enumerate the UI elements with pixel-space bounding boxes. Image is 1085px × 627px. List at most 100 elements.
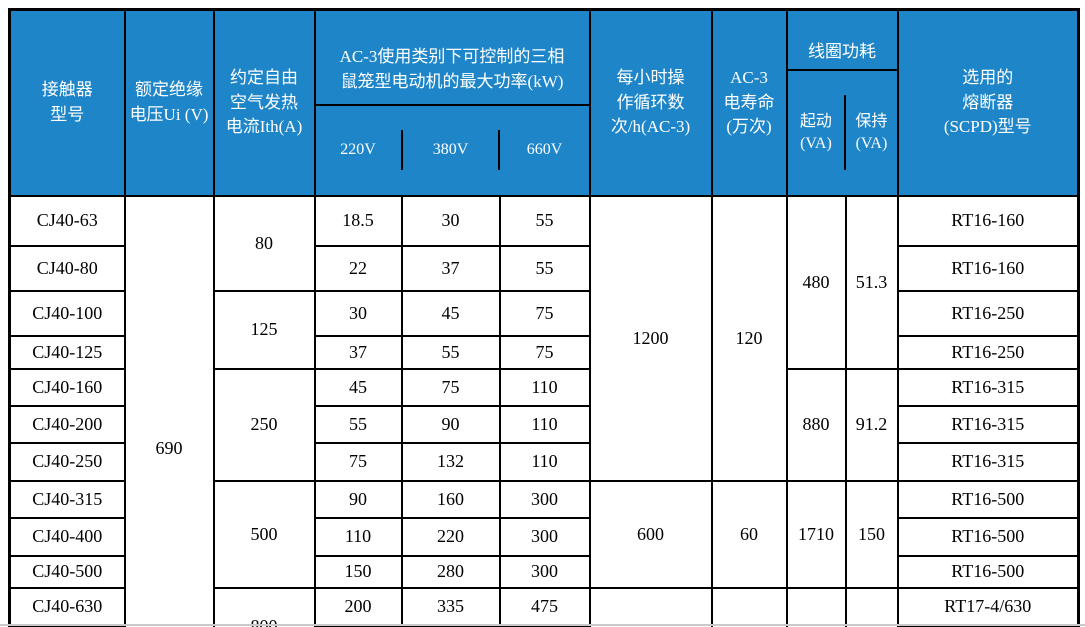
table-cell: 250 [212, 367, 316, 482]
table-cell: 120 [710, 194, 788, 482]
table-cell: 60 [710, 479, 788, 589]
table-cell: 30 [313, 289, 403, 337]
table-row: CJ40-500 150 280 300 RT16-500 [8, 554, 1080, 589]
contactor-spec-table: 接触器 型号 额定绝缘 电压Ui (V) 约定自由 空气发热 电流Ith(A) … [8, 8, 1080, 627]
table-row: CJ40-250 75 132 110 RT16-315 [8, 441, 1080, 482]
table-cell: 300 [498, 479, 591, 519]
table-cell: RT16-500 [896, 479, 1080, 519]
table-cell: RT16-500 [896, 516, 1080, 557]
table-cell: 800 [212, 586, 316, 627]
table-cell: 45 [313, 367, 403, 407]
table-cell: 110 [313, 516, 403, 557]
table-cell: 200 [313, 586, 403, 627]
table-cell: 30 [400, 194, 501, 247]
col-header-coil-power-group: 线圈功耗 起动 (VA) 保持 (VA) [785, 8, 899, 197]
page-bottom-edge [0, 624, 1085, 626]
table-cell: RT16-250 [896, 289, 1080, 337]
table-header: 接触器 型号 额定绝缘 电压Ui (V) 约定自由 空气发热 电流Ith(A) … [8, 8, 1080, 197]
table-row: CJ40-630 800200335475300303578150RT17-4/6… [8, 586, 1080, 627]
model-cell: CJ40-315 [8, 479, 126, 519]
col-header-ac3-power-group: AC-3使用类别下可控制的三相 鼠笼型电动机的最大功率(kW) 220V 380… [313, 8, 591, 197]
model-cell: CJ40-160 [8, 367, 126, 407]
table-row: CJ40-125 37 55 75 RT16-250 [8, 334, 1080, 370]
table-cell: 150 [844, 479, 899, 589]
table-cell: 300 [588, 586, 713, 627]
table-cell: 37 [400, 244, 501, 292]
ac3-power-subheaders: 220V 380V 660V [316, 130, 589, 171]
table-cell: 75 [498, 289, 591, 337]
col-header-380v: 380V [400, 130, 499, 171]
table-row: CJ40-400 110 220 300 RT16-500 [8, 516, 1080, 557]
col-header-rated-voltage: 额定绝缘 电压Ui (V) [123, 8, 215, 197]
table-cell: 110 [498, 441, 591, 482]
model-cell: CJ40-125 [8, 334, 126, 370]
table-cell: RT16-315 [896, 404, 1080, 444]
model-cell: CJ40-250 [8, 441, 126, 482]
table-cell: 480 [785, 194, 847, 370]
table-cell: 75 [313, 441, 403, 482]
contactor-spec-table-wrapper: 接触器 型号 额定绝缘 电压Ui (V) 约定自由 空气发热 电流Ith(A) … [8, 8, 1080, 627]
ac3-power-group-label: AC-3使用类别下可控制的三相 鼠笼型电动机的最大功率(kW) [315, 36, 589, 106]
table-cell: 90 [400, 404, 501, 444]
table-cell: 90 [313, 479, 403, 519]
table-cell: 475 [498, 586, 591, 627]
model-cell: CJ40-100 [8, 289, 126, 337]
table-cell: 880 [785, 367, 847, 482]
table-row: CJ40-63 690 80 18.5 30 55 1200 120 480 51.3 RT16-1… [8, 194, 1080, 627]
table-cell: 1710 [785, 479, 847, 589]
table-cell: 22 [313, 244, 403, 292]
table-cell: 75 [498, 334, 591, 370]
col-header-660v: 660V [498, 130, 588, 171]
model-cell: CJ40-500 [8, 554, 126, 589]
table-cell: 300 [498, 554, 591, 589]
col-header-coil-hold: 保持 (VA) [844, 95, 896, 171]
table-cell: 3578 [785, 586, 847, 627]
table-cell: 80 [212, 194, 316, 292]
model-cell: CJ40-80 [8, 244, 126, 292]
table-row: CJ40-200 55 90 110 RT16-315 [8, 404, 1080, 444]
table-cell: 37 [313, 334, 403, 370]
table-cell: 91.2 [844, 367, 899, 482]
table-row: CJ40-160 250 45 75 110 880 91.2 RT16-315 [8, 367, 1080, 482]
table-cell: 110 [498, 367, 591, 407]
table-cell: 75 [400, 367, 501, 407]
table-cell: RT16-315 [896, 367, 1080, 407]
table-cell: 1200 [588, 194, 713, 482]
table-cell: 55 [498, 244, 591, 292]
table-cell: 160 [400, 479, 501, 519]
table-cell: 220 [400, 516, 501, 557]
table-row: CJ40-315 500 90 160 300 600 60 1710 150 RT16-500 [8, 479, 1080, 589]
table-cell: RT17-4/630 [896, 586, 1080, 627]
table-cell: 18.5 [313, 194, 403, 247]
table-cell: RT16-500 [896, 554, 1080, 589]
coil-power-group-label: 线圈功耗 [787, 36, 897, 71]
table-row: CJ40-100 125 30 45 75 RT16-250 [8, 289, 1080, 370]
table-cell: 110 [498, 404, 591, 444]
table-body: CJ40-63 690 80 18.5 30 55 1200 120 480 51.3 RT16-1… [8, 194, 1080, 627]
table-cell: 280 [400, 554, 501, 589]
col-header-model: 接触器 型号 [8, 8, 126, 197]
table-cell: 150 [313, 554, 403, 589]
table-cell: 500 [212, 479, 316, 589]
table-cell: 55 [498, 194, 591, 247]
table-cell: 51.3 [844, 194, 899, 370]
model-cell: CJ40-200 [8, 404, 126, 444]
table-cell: 45 [400, 289, 501, 337]
table-cell: 150 [844, 586, 899, 627]
coil-power-subheaders: 起动 (VA) 保持 (VA) [788, 95, 897, 171]
col-header-cycles-per-hour: 每小时操 作循环数 次/h(AC-3) [588, 8, 713, 197]
table-cell: 55 [313, 404, 403, 444]
table-cell: 30 [710, 586, 788, 627]
col-header-220v: 220V [340, 141, 376, 159]
table-cell: 300 [498, 516, 591, 557]
table-cell: RT16-315 [896, 441, 1080, 482]
col-header-thermal-current: 约定自由 空气发热 电流Ith(A) [212, 8, 316, 197]
table-cell: 600 [588, 479, 713, 589]
table-cell: 690 [123, 194, 215, 627]
col-header-coil-start: 起动 (VA) [799, 113, 832, 152]
table-cell: 125 [212, 289, 316, 370]
col-header-fuse-type: 选用的 熔断器 (SCPD)型号 [896, 8, 1080, 197]
model-cell: CJ40-63 [8, 194, 126, 247]
col-header-electrical-life: AC-3 电寿命 (万次) [710, 8, 788, 197]
table-cell: RT16-250 [896, 334, 1080, 370]
